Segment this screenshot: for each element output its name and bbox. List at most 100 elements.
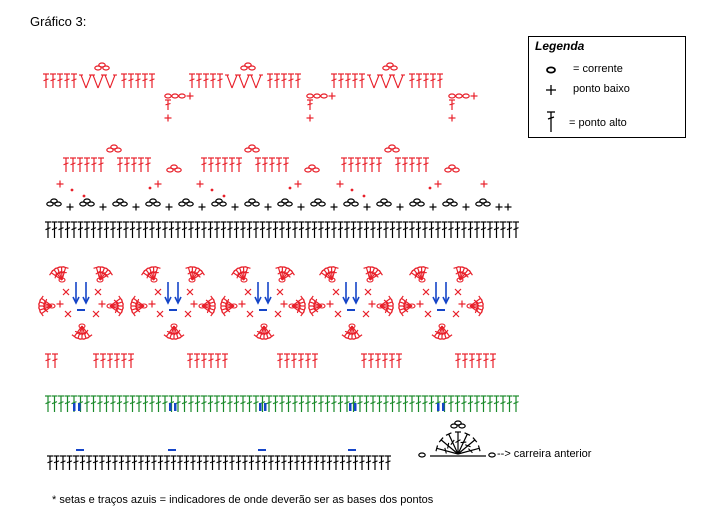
chain-stitch <box>166 167 174 173</box>
slip-stitch-dot <box>350 188 354 192</box>
chain-stitch <box>149 198 157 204</box>
double-crochet-stitch <box>110 395 116 412</box>
double-crochet-stitch <box>45 221 51 238</box>
double-crochet-stitch <box>291 353 297 368</box>
double-crochet-stitch <box>60 455 66 470</box>
double-crochet-stitch <box>262 157 268 172</box>
chain-stitch <box>120 201 128 207</box>
chain-stitch <box>78 323 86 329</box>
double-crochet-stitch <box>457 432 471 455</box>
double-crochet-stitch <box>194 221 201 238</box>
double-crochet-stitch <box>51 221 58 238</box>
double-crochet-stitch <box>359 455 365 470</box>
double-crochet-stitch <box>448 221 454 238</box>
chain-stitch <box>150 277 158 283</box>
chain-stitch <box>153 201 161 207</box>
double-crochet-stitch <box>220 221 227 238</box>
previous-row-label: --> carreira anterior <box>497 448 592 460</box>
chain-stitch <box>418 452 426 458</box>
double-crochet-stitch <box>201 395 207 412</box>
single-crochet-stitch <box>416 300 424 308</box>
double-crochet-stitch <box>455 353 461 368</box>
double-crochet-stitch <box>217 73 223 88</box>
chain-stitch <box>87 201 95 207</box>
chain-stitch <box>198 303 206 309</box>
double-crochet-stitch <box>345 73 351 88</box>
cross-stitch <box>454 288 462 296</box>
double-crochet-stitch <box>168 221 175 238</box>
double-crochet-stitch <box>428 221 435 238</box>
double-crochet-stitch <box>276 157 282 172</box>
double-crochet-stitch <box>307 455 313 470</box>
single-crochet-stitch <box>238 300 246 308</box>
double-crochet-stitch <box>416 73 422 88</box>
double-crochet-stitch <box>215 353 221 368</box>
chain-stitch <box>54 201 62 207</box>
double-crochet-stitch <box>448 395 454 412</box>
double-crochet-stitch <box>103 395 110 412</box>
single-crochet-stitch <box>264 203 272 211</box>
double-crochet-stitch <box>422 395 428 412</box>
chain-stitch <box>488 452 496 458</box>
chain-stitch <box>248 144 256 150</box>
chain-stitch <box>318 201 326 207</box>
double-crochet-stitch <box>255 455 261 470</box>
cross-stitch <box>62 288 70 296</box>
double-crochet-stitch <box>84 157 90 172</box>
double-crochet-stitch <box>383 221 389 238</box>
double-crochet-stitch <box>107 353 113 368</box>
double-crochet-stitch <box>389 353 395 368</box>
chain-stitch <box>392 147 400 153</box>
double-crochet-stitch <box>279 221 285 238</box>
legend-label-double-crochet: = ponto alto <box>569 117 627 129</box>
double-crochet-stitch <box>162 221 168 238</box>
single-crochet-stitch <box>297 203 305 211</box>
double-crochet-stitch <box>112 455 118 470</box>
double-crochet-stitch <box>363 221 370 238</box>
double-crochet-stitch <box>259 221 266 238</box>
chain-stitch <box>248 198 256 204</box>
chain-stitch <box>409 201 417 207</box>
double-crochet-stitch <box>474 221 480 238</box>
double-crochet-stitch <box>269 157 275 172</box>
row-3-chain-arcs <box>46 198 512 211</box>
single-crochet-stitch <box>56 300 64 308</box>
chain-stitch <box>188 277 196 283</box>
double-crochet-stitch <box>86 455 92 470</box>
double-crochet-stitch <box>170 455 177 470</box>
double-crochet-stitch <box>131 157 137 172</box>
double-crochet-stitch <box>118 455 125 470</box>
chain-stitch <box>102 65 110 71</box>
chain-stitch <box>96 277 104 283</box>
v-stitch <box>237 74 251 89</box>
double-crochet-stitch <box>277 353 283 368</box>
cross-stitch <box>452 310 460 318</box>
chain-stitch <box>304 167 312 173</box>
chain-stitch <box>219 201 227 207</box>
chain-stitch <box>450 201 458 207</box>
double-crochet-stitch <box>409 157 415 172</box>
chain-stitch <box>79 201 87 207</box>
double-crochet-stitch <box>155 395 162 412</box>
double-crochet-stitch <box>268 455 274 470</box>
chain-stitch <box>446 198 454 204</box>
double-crochet-stitch <box>227 221 233 238</box>
double-crochet-stitch <box>365 455 372 470</box>
double-crochet-stitch <box>361 353 367 368</box>
double-crochet-stitch <box>476 353 482 368</box>
slip-stitch-dot <box>288 186 292 190</box>
chain-stitch <box>448 164 456 170</box>
chain-stitch <box>178 201 186 207</box>
double-crochet-stitch <box>129 221 136 238</box>
double-crochet-stitch <box>457 445 481 455</box>
double-crochet-stitch <box>105 455 112 470</box>
chain-stitch <box>240 277 248 283</box>
double-crochet-stitch <box>378 455 385 470</box>
single-crochet-stitch <box>368 300 376 308</box>
double-crochet-stitch <box>284 353 290 368</box>
double-crochet-stitch <box>438 437 459 455</box>
double-crochet-stitch <box>194 395 201 412</box>
double-crochet-stitch <box>352 455 359 470</box>
single-crochet-stitch <box>326 300 334 308</box>
double-crochet-stitch <box>338 73 344 88</box>
